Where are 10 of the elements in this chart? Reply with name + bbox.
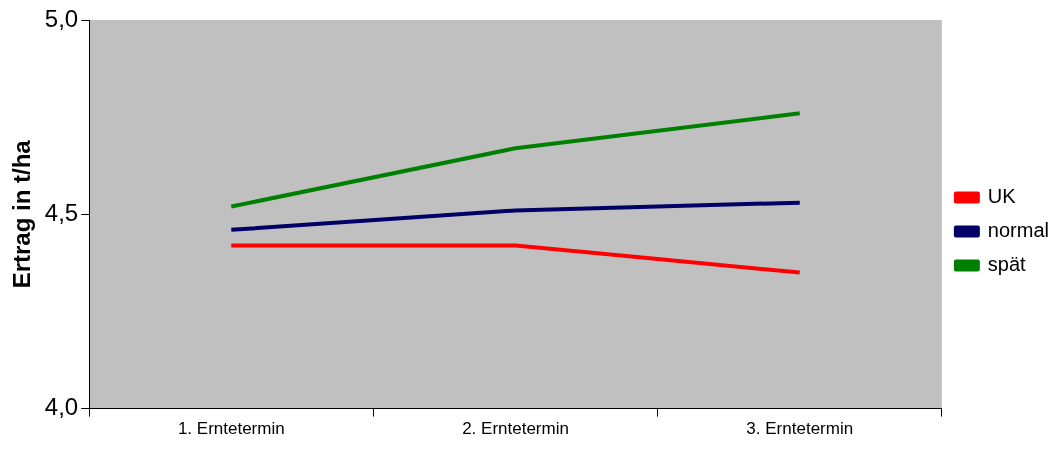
y-tick-label: 4,0 [44,393,79,421]
y-axis-title: Ertrag in t/ha [8,139,36,289]
x-tick-label: 1. Erntetermin [177,419,285,439]
x-tick-label: 2. Erntetermin [462,419,569,439]
y-tick-label: 4,5 [44,198,79,226]
x-tick-label: 3. Erntetermin [746,419,854,439]
legend-label: normal [987,219,1050,242]
legend-label: spät [987,253,1027,276]
legend-label: UK [987,185,1017,208]
y-tick-label: 5,0 [44,4,79,32]
